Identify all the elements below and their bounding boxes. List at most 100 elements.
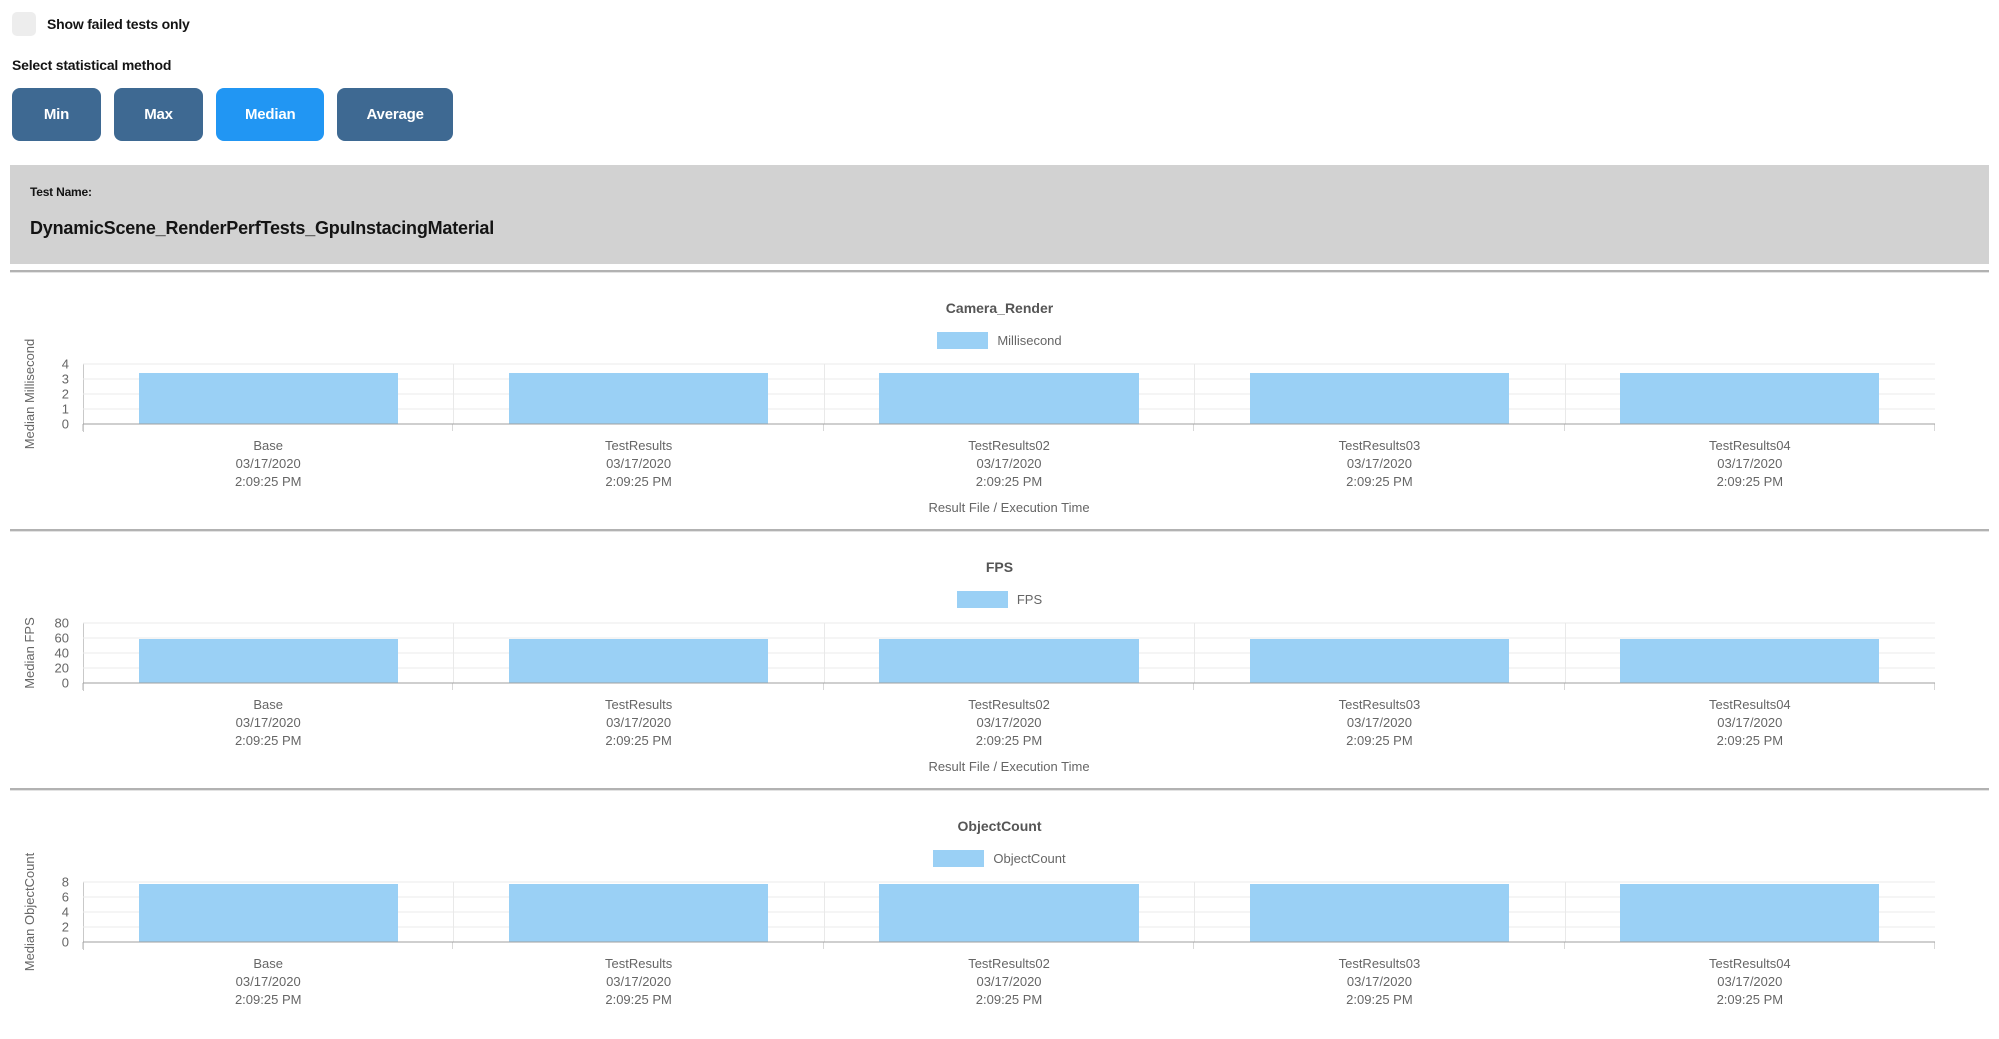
y-tick-label: 4 bbox=[61, 356, 69, 372]
x-tick-mark bbox=[1934, 942, 1935, 949]
x-tick-mark bbox=[452, 683, 454, 690]
x-tick-mark bbox=[1193, 683, 1195, 690]
bar-fps-base[interactable] bbox=[138, 638, 398, 683]
chart-plot[interactable] bbox=[82, 622, 1935, 690]
bar-fps-testresults04[interactable] bbox=[1620, 638, 1880, 683]
stat-button-max[interactable]: Max bbox=[114, 88, 203, 141]
chart-camera_render: Camera_Render Millisecond Median Millise… bbox=[0, 278, 1999, 515]
y-tick-label: 0 bbox=[61, 934, 69, 950]
x-labels: Base 03/17/2020 2:09:25 PM TestResults 03/17… bbox=[83, 955, 1935, 1009]
bar-fps-testresults02[interactable] bbox=[879, 638, 1139, 683]
category-label-testresults: TestResults 03/17/2020 2:09:25 PM bbox=[605, 697, 673, 748]
legend-swatch-icon bbox=[956, 591, 1008, 608]
y-axis-line bbox=[83, 364, 84, 432]
legend-label: FPS bbox=[1016, 592, 1043, 607]
bar-objectcount-testresults02[interactable] bbox=[879, 883, 1139, 942]
chart-plot[interactable] bbox=[82, 881, 1935, 949]
category-label-testresults03: TestResults03 03/17/2020 2:09:25 PM bbox=[1338, 438, 1421, 489]
bar-camera_render-testresults02[interactable] bbox=[879, 373, 1139, 424]
stat-method-label: Select statistical method bbox=[12, 57, 172, 73]
y-tick-labels: 0 20 40 60 80 bbox=[0, 617, 76, 690]
bar-objectcount-testresults03[interactable] bbox=[1249, 883, 1510, 942]
stat-button-average[interactable]: Average bbox=[337, 88, 453, 141]
y-tick-label: 4 bbox=[61, 904, 69, 920]
category-gridline bbox=[1194, 623, 1196, 683]
show-failed-label: Show failed tests only bbox=[47, 16, 190, 32]
stat-button-min[interactable]: Min bbox=[12, 88, 101, 141]
category-gridline bbox=[823, 882, 825, 942]
category-gridline bbox=[1194, 882, 1196, 942]
x-tick-mark bbox=[822, 424, 824, 431]
gridline bbox=[83, 622, 1935, 624]
test-name-banner: Test Name: DynamicScene_RenderPerfTests_… bbox=[10, 165, 1989, 264]
x-labels: Base 03/17/2020 2:09:25 PM TestResults 03/17… bbox=[83, 696, 1935, 750]
x-labels: Base 03/17/2020 2:09:25 PM TestResults 03/17… bbox=[83, 437, 1935, 491]
y-tick-label: 40 bbox=[54, 645, 69, 661]
y-tick-label: 1 bbox=[61, 401, 69, 417]
chart-fps: FPS FPS Median FPS 0 20 40 60 80 Base 03/17/2… bbox=[0, 537, 1999, 774]
category-label-testresults04: TestResults04 03/17/2020 2:09:25 PM bbox=[1709, 956, 1791, 1007]
show-failed-checkbox[interactable] bbox=[12, 12, 36, 36]
legend-item[interactable]: ObjectCount bbox=[0, 850, 1999, 867]
bar-fps-testresults[interactable] bbox=[508, 638, 769, 683]
category-label-testresults04: TestResults04 03/17/2020 2:09:25 PM bbox=[1709, 697, 1791, 748]
chart-title: ObjectCount bbox=[957, 818, 1042, 834]
bar-objectcount-testresults[interactable] bbox=[508, 883, 769, 942]
category-gridline bbox=[453, 623, 455, 683]
bar-camera_render-base[interactable] bbox=[138, 373, 398, 424]
section-divider bbox=[10, 788, 1989, 790]
x-tick-mark bbox=[1934, 424, 1935, 431]
test-name-caption: Test Name: bbox=[30, 185, 92, 199]
section-divider bbox=[10, 270, 1989, 272]
x-axis-line bbox=[83, 682, 1935, 684]
legend-item[interactable]: FPS bbox=[0, 591, 1999, 608]
category-label-base: Base 03/17/2020 2:09:25 PM bbox=[234, 438, 302, 489]
category-gridline bbox=[1564, 882, 1566, 942]
x-tick-mark bbox=[1563, 424, 1565, 431]
x-tick-mark bbox=[1934, 683, 1935, 690]
bar-objectcount-base[interactable] bbox=[138, 883, 398, 942]
chart-area: Median FPS 0 20 40 60 80 bbox=[0, 617, 1999, 691]
x-tick-mark bbox=[1193, 942, 1195, 949]
test-name-value: DynamicScene_RenderPerfTests_GpuInstacin… bbox=[30, 218, 495, 238]
category-label-testresults02: TestResults02 03/17/2020 2:09:25 PM bbox=[968, 956, 1050, 1007]
show-failed-row: Show failed tests only bbox=[12, 12, 1987, 36]
x-tick-mark bbox=[452, 942, 454, 949]
y-axis-line bbox=[83, 623, 84, 691]
x-tick-mark bbox=[1563, 683, 1565, 690]
bar-camera_render-testresults[interactable] bbox=[508, 373, 769, 424]
x-tick-mark bbox=[822, 683, 824, 690]
gridline bbox=[83, 637, 1935, 639]
category-gridline bbox=[453, 364, 455, 424]
charts: Camera_Render Millisecond Median Millise… bbox=[0, 278, 1999, 1009]
y-tick-label: 0 bbox=[61, 416, 69, 432]
bar-camera_render-testresults04[interactable] bbox=[1620, 373, 1880, 424]
category-label-testresults03: TestResults03 03/17/2020 2:09:25 PM bbox=[1338, 956, 1421, 1007]
x-tick-mark bbox=[82, 942, 83, 949]
category-label-base: Base 03/17/2020 2:09:25 PM bbox=[234, 956, 302, 1007]
x-tick-mark bbox=[1193, 424, 1195, 431]
legend-item[interactable]: Millisecond bbox=[0, 332, 1999, 349]
stat-button-median[interactable]: Median bbox=[216, 88, 325, 141]
category-label-testresults02: TestResults02 03/17/2020 2:09:25 PM bbox=[968, 697, 1050, 748]
y-tick-label: 2 bbox=[61, 919, 69, 935]
y-tick-label: 20 bbox=[54, 660, 69, 676]
category-gridline bbox=[1194, 364, 1196, 424]
category-label-testresults: TestResults 03/17/2020 2:09:25 PM bbox=[605, 956, 673, 1007]
legend-label: ObjectCount bbox=[993, 851, 1066, 866]
x-axis-title: Result File / Execution Time bbox=[928, 759, 1090, 774]
bar-camera_render-testresults03[interactable] bbox=[1249, 373, 1510, 424]
category-gridline bbox=[823, 623, 825, 683]
category-gridline bbox=[1564, 623, 1566, 683]
bar-fps-testresults03[interactable] bbox=[1249, 638, 1510, 683]
y-tick-label: 2 bbox=[61, 386, 69, 402]
category-label-testresults: TestResults 03/17/2020 2:09:25 PM bbox=[605, 438, 673, 489]
chart-plot[interactable] bbox=[82, 363, 1935, 431]
x-axis-title: Result File / Execution Time bbox=[928, 500, 1090, 515]
bar-objectcount-testresults04[interactable] bbox=[1620, 883, 1880, 942]
x-tick-mark bbox=[1563, 942, 1565, 949]
legend-label: Millisecond bbox=[997, 333, 1062, 348]
